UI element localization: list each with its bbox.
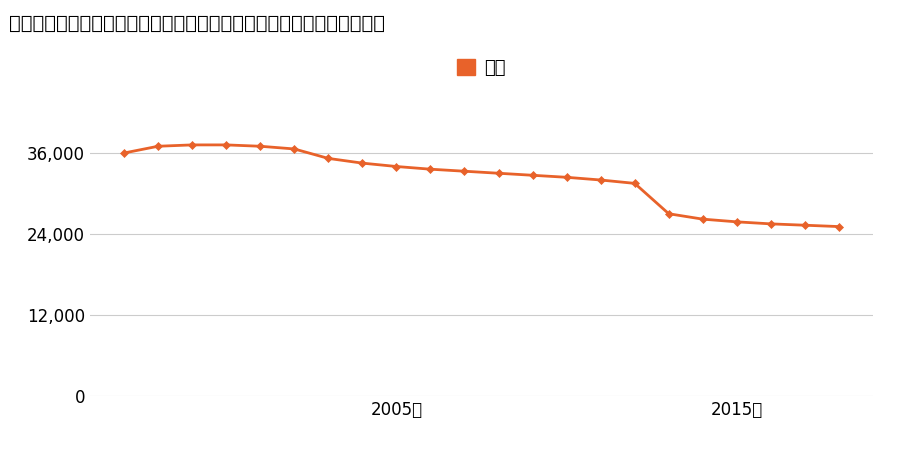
Text: 山口県熊毛郡平生町大字平生村字下豊田壱ノ割６４０番２５の地価推移: 山口県熊毛郡平生町大字平生村字下豊田壱ノ割６４０番２５の地価推移 — [9, 14, 385, 32]
Legend: 価格: 価格 — [457, 59, 506, 77]
